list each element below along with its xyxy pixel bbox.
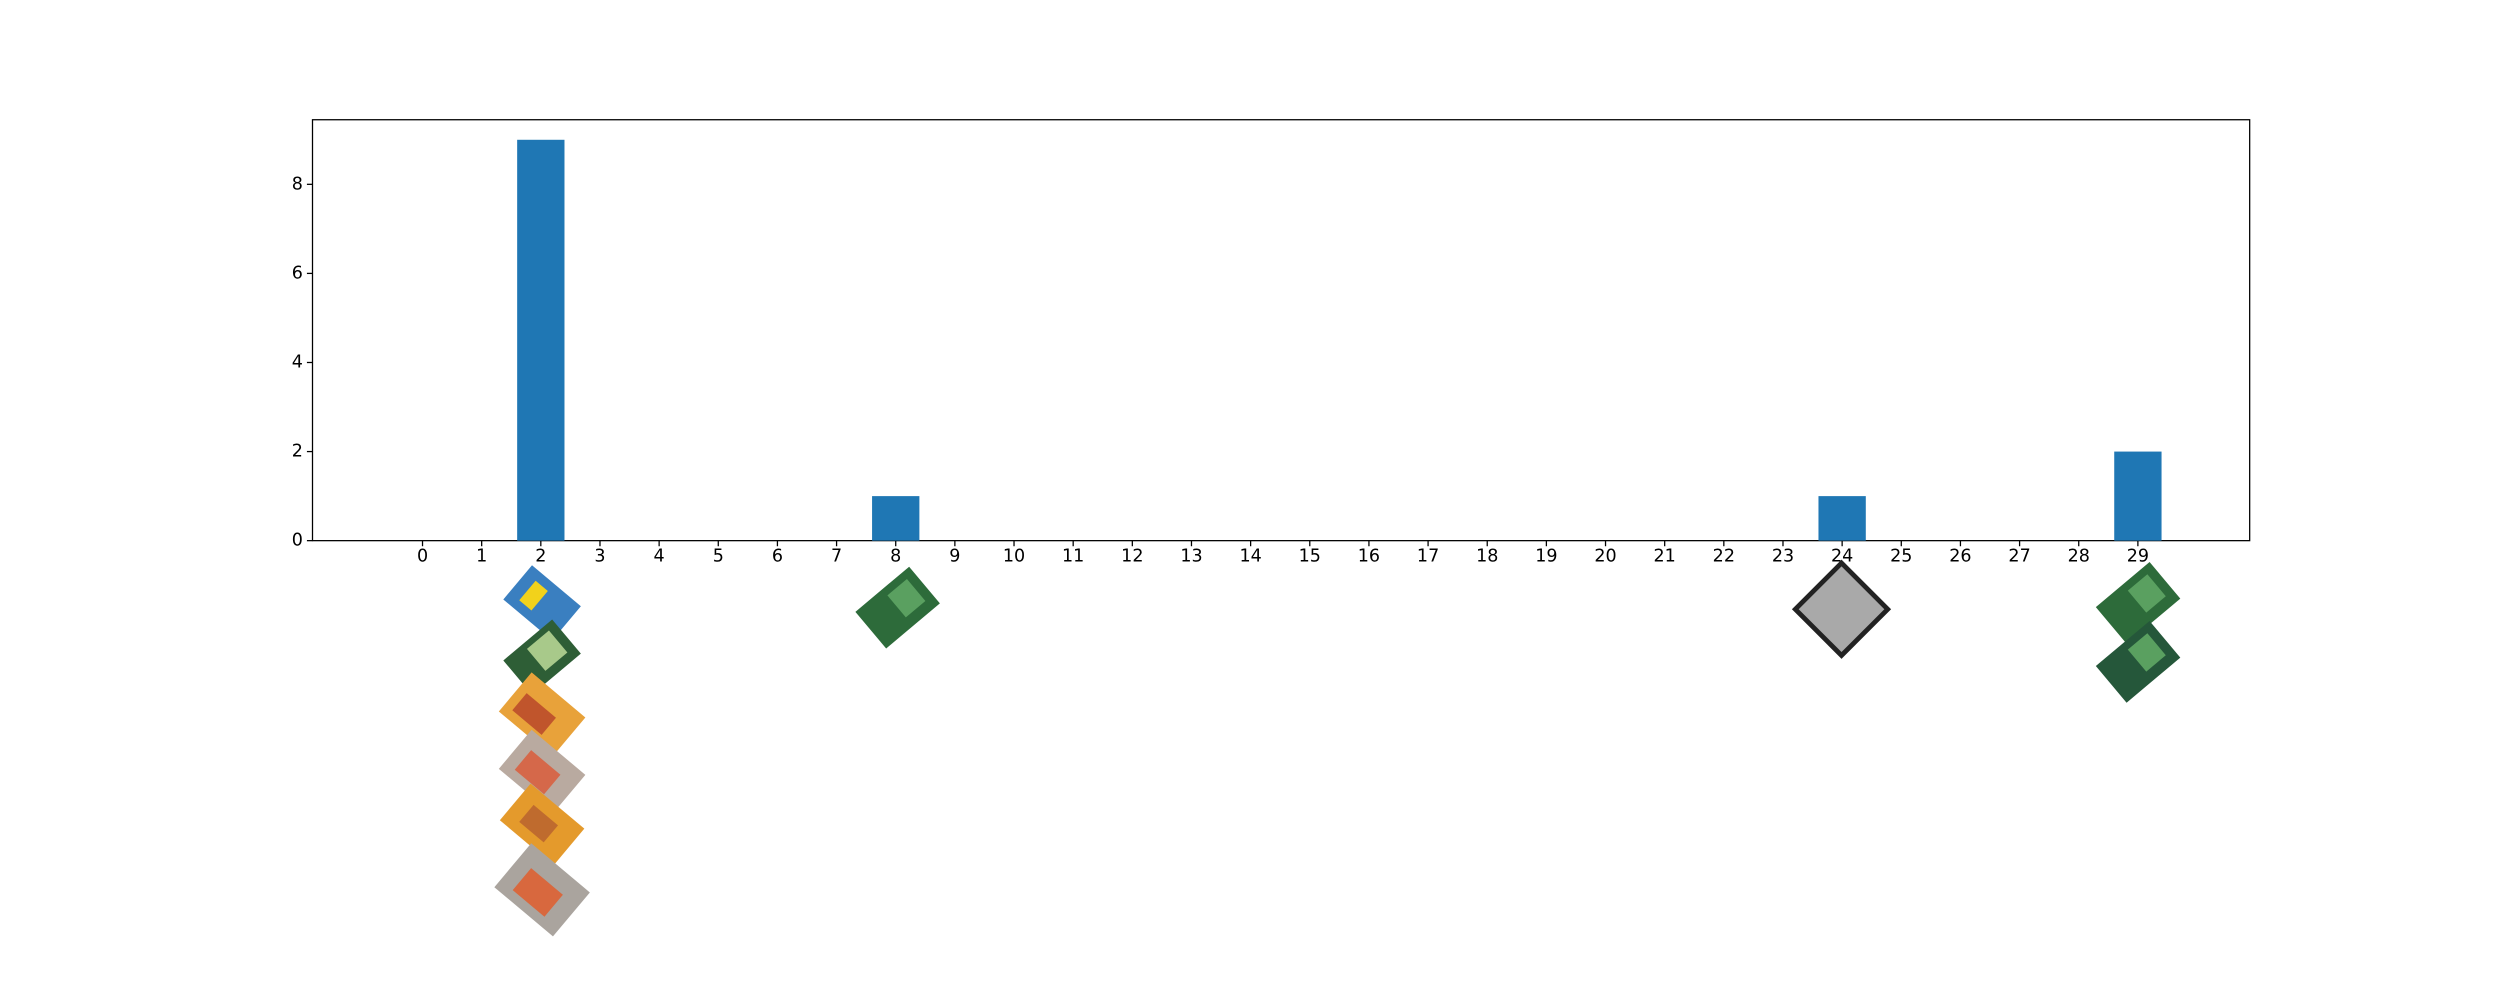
x-tick-label: 1 (476, 547, 487, 567)
x-tick-label: 17 (1417, 547, 1439, 567)
x-tick-label: 26 (1949, 547, 1971, 567)
x-tick-label: 4 (654, 547, 665, 567)
x-tick-label: 27 (2008, 547, 2030, 567)
x-tick-label: 9 (949, 547, 960, 567)
x-tick-label: 13 (1180, 547, 1202, 567)
x-tick-label: 10 (1003, 547, 1025, 567)
x-tick-label: 3 (594, 547, 605, 567)
bar (2114, 451, 2162, 541)
x-tick-label: 23 (1772, 547, 1794, 567)
y-tick-label: 4 (292, 352, 303, 372)
x-tick-label: 7 (831, 547, 842, 567)
bar (872, 496, 920, 541)
bar (517, 139, 565, 541)
x-tick-label: 6 (772, 547, 783, 567)
y-tick-label: 2 (292, 442, 303, 462)
x-tick-label: 2 (535, 547, 546, 567)
x-tick-label: 0 (417, 547, 428, 567)
x-tick-label: 20 (1594, 547, 1616, 567)
x-tick-label: 5 (713, 547, 724, 567)
axes-frame (311, 119, 2251, 542)
x-tick-label: 18 (1476, 547, 1498, 567)
x-tick-label: 19 (1535, 547, 1557, 567)
x-tick-label: 24 (1831, 547, 1853, 567)
x-tick-label: 14 (1239, 547, 1261, 567)
x-tick-label: 29 (2127, 547, 2149, 567)
product-thumbnails (494, 559, 2181, 937)
y-tick-label: 0 (292, 531, 303, 551)
x-tick-label: 11 (1062, 547, 1084, 567)
x-tick-label: 25 (1890, 547, 1912, 567)
y-tick-label: 8 (292, 174, 303, 194)
bar (1818, 496, 1866, 541)
x-tick-label: 21 (1654, 547, 1676, 567)
x-tick-label: 16 (1358, 547, 1380, 567)
x-tick-label: 28 (2068, 547, 2090, 567)
x-tick-label: 22 (1713, 547, 1735, 567)
y-tick-label: 6 (292, 263, 303, 283)
x-tick-label: 15 (1299, 547, 1321, 567)
x-tick-label: 8 (890, 547, 901, 567)
x-tick-label: 12 (1121, 547, 1143, 567)
